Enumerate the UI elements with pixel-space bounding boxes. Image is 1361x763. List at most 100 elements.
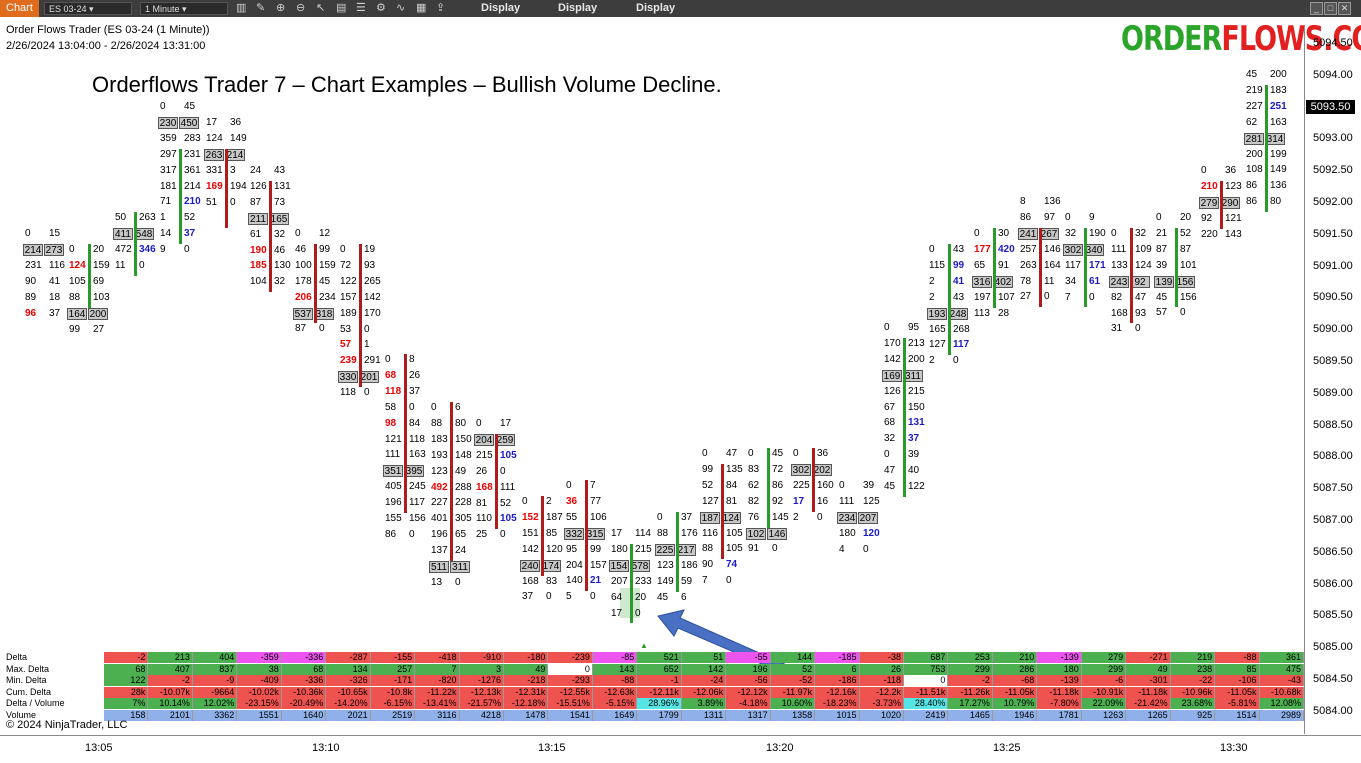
- stats-cell: 85: [1215, 663, 1260, 675]
- chart-menu-tab[interactable]: Chart: [0, 0, 39, 17]
- footprint-cell: 97: [1044, 211, 1056, 223]
- footprint-cell: 111: [839, 495, 855, 507]
- footprint-cell: 36: [817, 448, 829, 459]
- stats-cell: 925: [1170, 709, 1216, 721]
- footprint-cell: 59: [681, 575, 693, 587]
- stats-cell: -820: [415, 675, 460, 686]
- footprint-cell: 71: [160, 196, 172, 208]
- candle-bar: [314, 243, 317, 324]
- display-button-2[interactable]: Display: [558, 2, 598, 14]
- footprint-cell: 142: [522, 543, 539, 555]
- indicator-icon[interactable]: ∿: [396, 2, 406, 14]
- footprint-cell: 123: [431, 465, 448, 477]
- interval-selector[interactable]: 1 Minute ▾: [140, 2, 228, 15]
- pointer-icon[interactable]: ↖: [316, 2, 326, 14]
- footprint-cell: 178: [295, 275, 312, 287]
- copyright: © 2024 NinjaTrader, LLC: [6, 719, 128, 731]
- stats-cell: 7%: [104, 698, 149, 709]
- stats-row-label: Min. Delta: [4, 675, 104, 686]
- footprint-cell: 98: [385, 417, 397, 429]
- stats-cell: 10.79%: [992, 698, 1038, 709]
- footprint-cell: 2: [546, 496, 552, 507]
- maximize-icon[interactable]: □: [1324, 2, 1337, 15]
- stats-cell: 1649: [592, 709, 638, 721]
- footprint-cell: 0: [160, 101, 166, 112]
- footprint-cell: 174: [541, 559, 561, 572]
- footprint-cell: 330: [338, 371, 358, 384]
- footprint-cell: 346: [139, 243, 156, 255]
- footprint-cell: 76: [748, 511, 760, 523]
- footprint-cell: 0: [817, 511, 823, 523]
- price-tick: 5085.00: [1313, 641, 1353, 654]
- stats-cell: 837: [192, 663, 238, 675]
- share-icon[interactable]: ⇪: [436, 2, 446, 14]
- stats-row: Delta -2 213 404 -359 -336 -287 -155 -418 -910 -18…: [4, 652, 1304, 663]
- bars-icon[interactable]: ▥: [236, 2, 247, 14]
- footprint-cell: 135: [726, 463, 743, 475]
- display-button-3[interactable]: Display: [636, 2, 676, 14]
- footprint-cell: 91: [998, 259, 1010, 271]
- footprint-cell: 37: [681, 512, 693, 523]
- properties-icon[interactable]: ☰: [356, 2, 366, 14]
- brand-logo: ORDERFLOWS.COM: [1121, 20, 1361, 59]
- stats-cell: 1465: [948, 709, 993, 721]
- stats-cell: -10.68k: [1259, 686, 1304, 698]
- stats-cell: 2101: [148, 709, 193, 721]
- footprint-cell: 92: [772, 495, 784, 507]
- stats-cell: 7: [415, 663, 460, 675]
- stats-cell: 361: [1259, 652, 1304, 663]
- stats-cell: 180: [1037, 663, 1082, 675]
- price-tick: 5086.50: [1313, 545, 1353, 558]
- stats-cell: 22.09%: [1081, 698, 1127, 709]
- footprint-cell: 154: [609, 559, 629, 572]
- footprint-cell: 176: [681, 527, 698, 539]
- stats-cell: -239: [548, 652, 593, 663]
- footprint-cell: 109: [1135, 243, 1152, 255]
- footprint-cell: 259: [495, 433, 515, 446]
- stats-cell: 1551: [237, 709, 282, 721]
- minimize-icon[interactable]: _: [1310, 2, 1323, 15]
- footprint-cell: 0: [295, 228, 301, 239]
- footprint-cell: 200: [1270, 69, 1287, 80]
- footprint-cell: 200: [1246, 148, 1263, 160]
- data-box-icon[interactable]: ▤: [336, 2, 347, 14]
- footprint-cell: 245: [409, 481, 426, 493]
- candle-bar: [948, 244, 951, 356]
- footprint-cell: 160: [817, 479, 834, 491]
- footprint-cell: 0: [340, 244, 346, 255]
- time-tick: 13:25: [993, 742, 1021, 754]
- footprint-cell: 39: [863, 480, 875, 491]
- footprint-cell: 0: [319, 323, 325, 335]
- footprint-cell: 189: [340, 307, 357, 319]
- close-icon[interactable]: ✕: [1338, 2, 1351, 15]
- stats-cell: -88: [1215, 652, 1260, 663]
- footprint-cell: 24: [455, 545, 467, 557]
- footprint-cell: 511: [429, 561, 449, 573]
- instrument-selector[interactable]: ES 03-24 ▾: [44, 2, 132, 15]
- zoom-out-icon[interactable]: ⊖: [296, 2, 306, 14]
- footprint-cell: 215: [476, 449, 493, 461]
- stats-cell: -52: [770, 675, 816, 686]
- footprint-cell: 146: [767, 527, 787, 540]
- zoom-in-icon[interactable]: ⊕: [276, 2, 286, 14]
- stats-cell: -409: [237, 675, 282, 686]
- stats-cell: -10.8k: [370, 686, 416, 698]
- stats-cell: 10.14%: [148, 698, 193, 709]
- display-button-1[interactable]: Display: [481, 2, 521, 14]
- stats-cell: 23.68%: [1170, 698, 1216, 709]
- candle-bar: [1265, 84, 1268, 213]
- footprint-cell: 111: [385, 449, 401, 461]
- stats-cell: -18.23%: [815, 698, 860, 709]
- stats-cell: 475: [1259, 663, 1304, 675]
- strategies-icon[interactable]: ⚙: [376, 2, 386, 14]
- templates-icon[interactable]: ▦: [416, 2, 427, 14]
- stats-cell: -12.13k: [459, 686, 504, 698]
- footprint-cell: 290: [1220, 196, 1240, 209]
- footprint-cell: 7: [590, 480, 596, 491]
- footprint-cell: 149: [230, 132, 247, 144]
- stats-cell: -106: [1215, 675, 1260, 686]
- footprint-cell: 65: [974, 259, 986, 271]
- footprint-cell: 126: [884, 385, 901, 397]
- footprint-cell: 230: [158, 116, 178, 129]
- draw-tool-icon[interactable]: ✎: [256, 2, 266, 14]
